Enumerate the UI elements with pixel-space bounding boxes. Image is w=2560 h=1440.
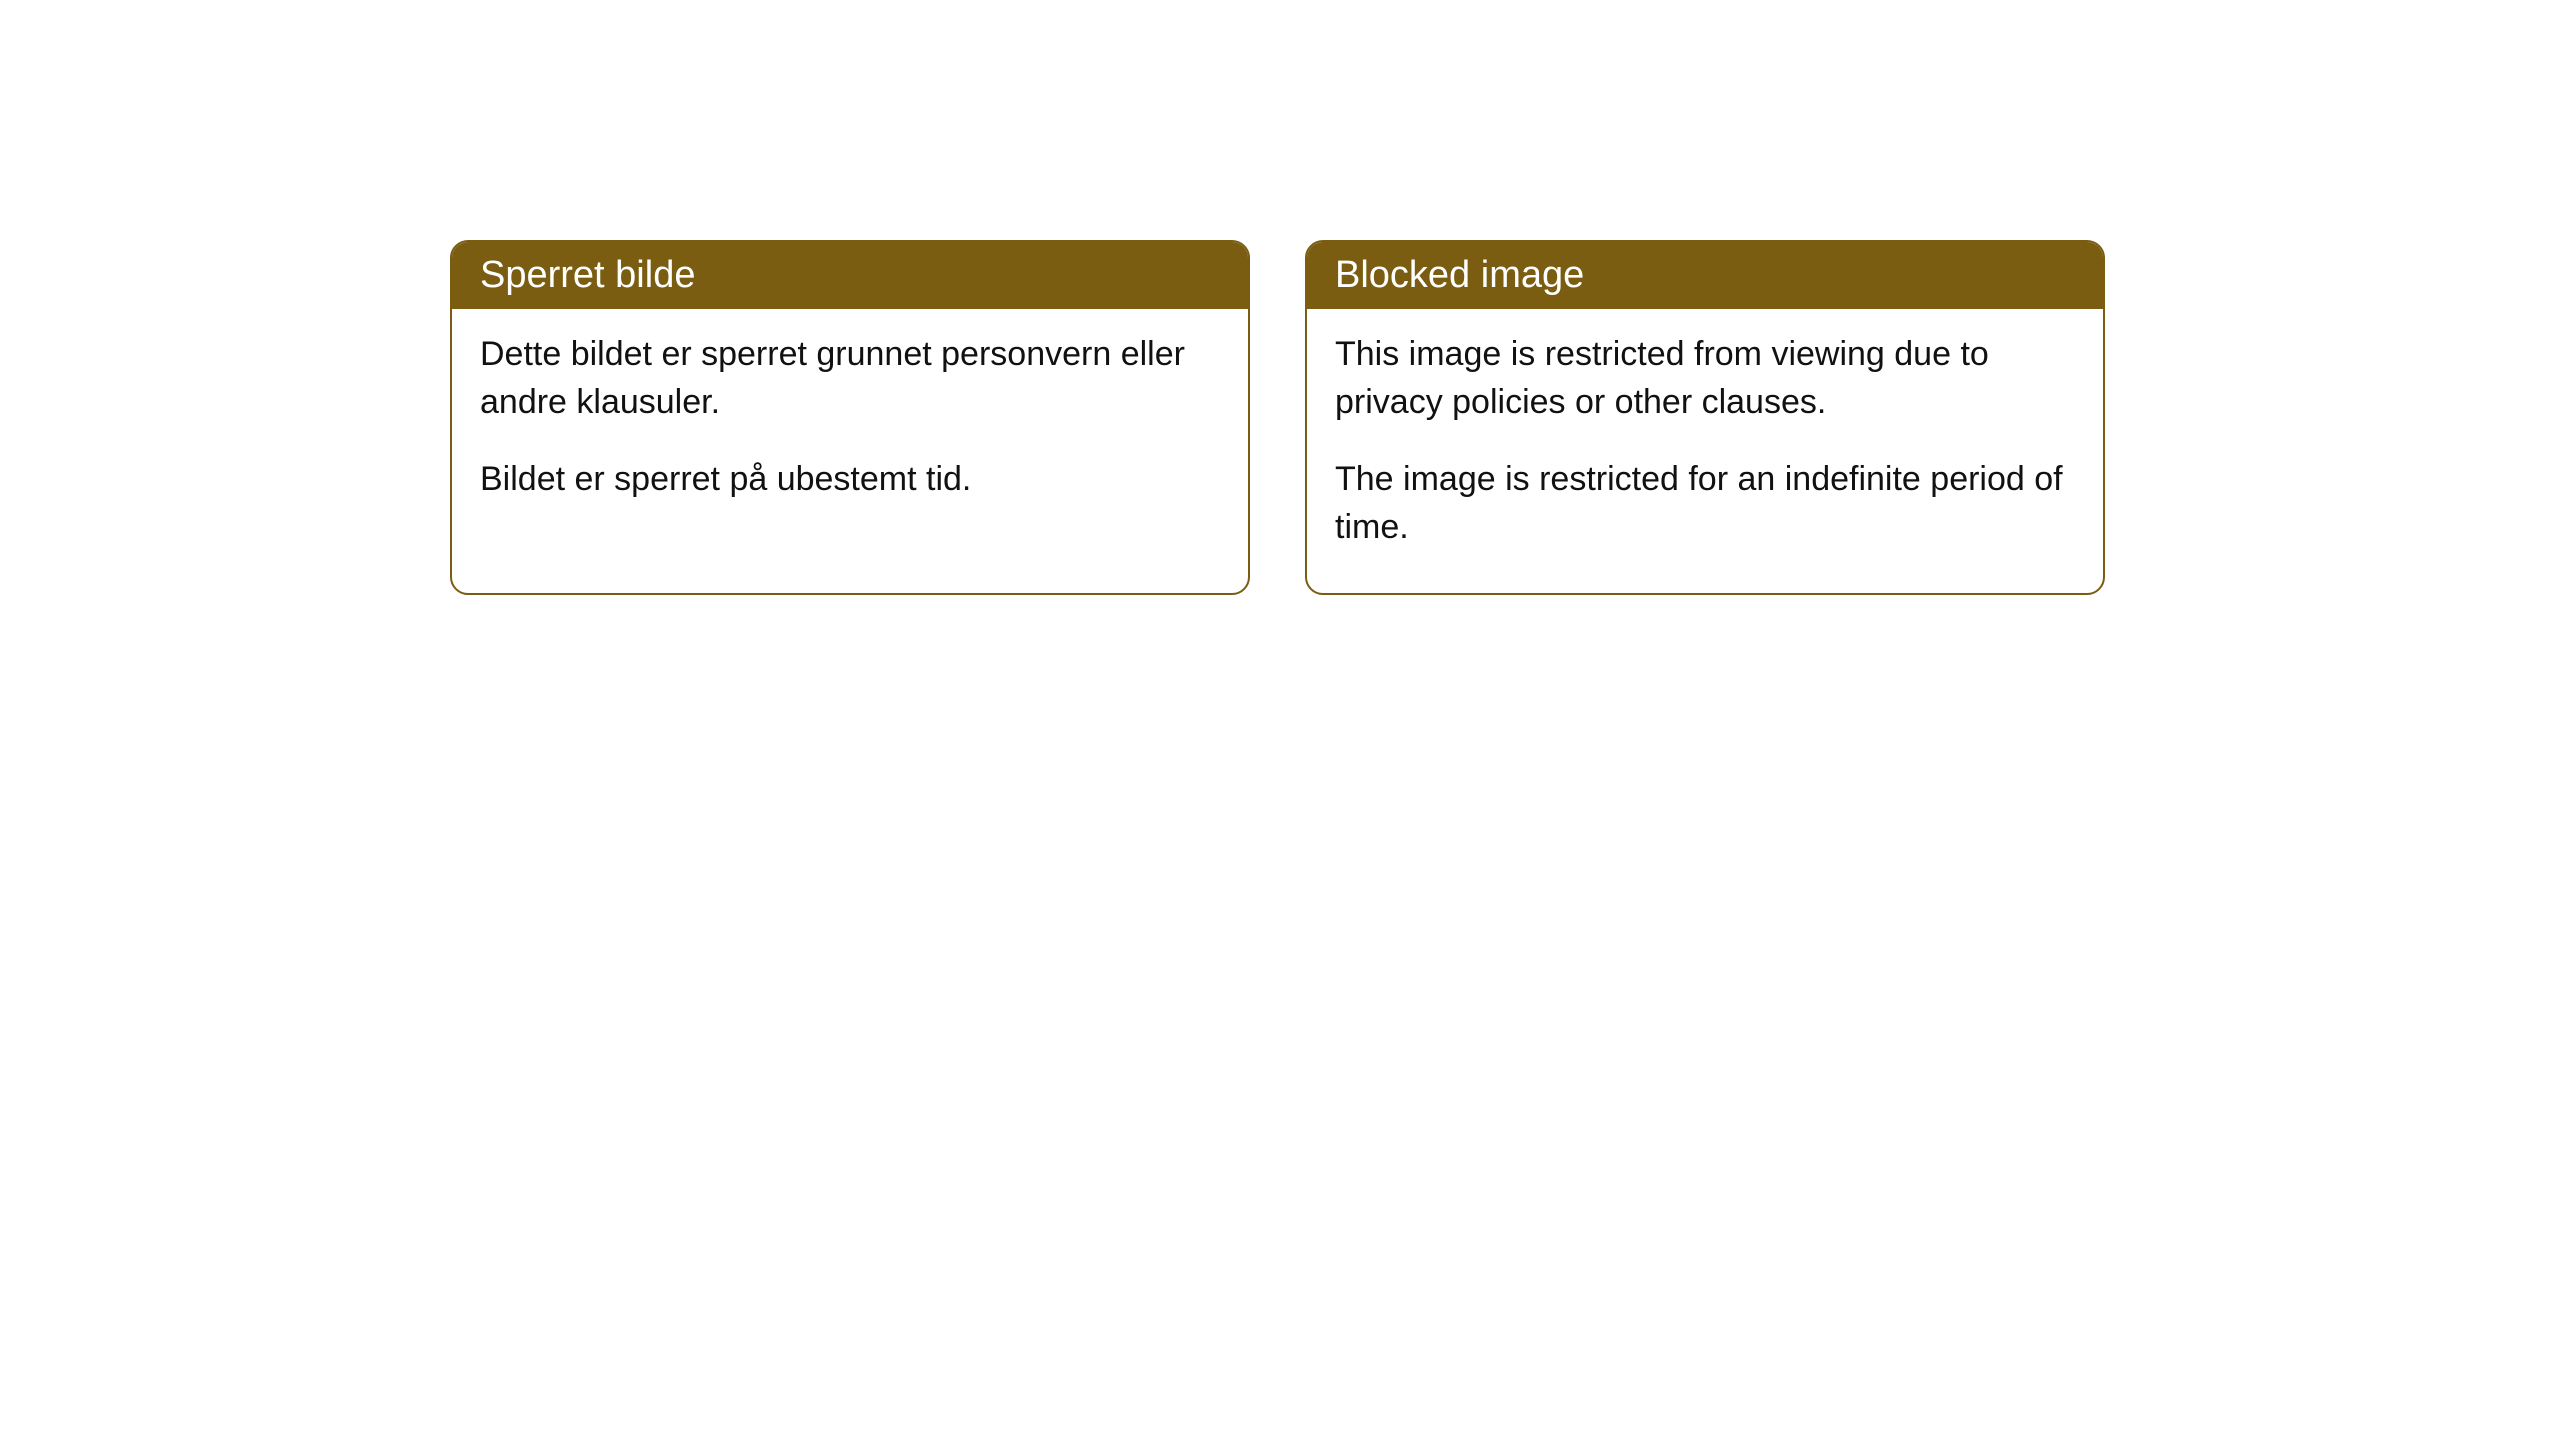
card-body: Dette bildet er sperret grunnet personve… [452, 309, 1248, 546]
cards-container: Sperret bilde Dette bildet er sperret gr… [450, 240, 2560, 595]
card-header: Sperret bilde [452, 242, 1248, 309]
card-english: Blocked image This image is restricted f… [1305, 240, 2105, 595]
card-paragraph: This image is restricted from viewing du… [1335, 331, 2075, 426]
card-norwegian: Sperret bilde Dette bildet er sperret gr… [450, 240, 1250, 595]
card-header: Blocked image [1307, 242, 2103, 309]
card-body: This image is restricted from viewing du… [1307, 309, 2103, 593]
card-paragraph: Bildet er sperret på ubestemt tid. [480, 456, 1220, 504]
card-paragraph: Dette bildet er sperret grunnet personve… [480, 331, 1220, 426]
card-paragraph: The image is restricted for an indefinit… [1335, 456, 2075, 551]
